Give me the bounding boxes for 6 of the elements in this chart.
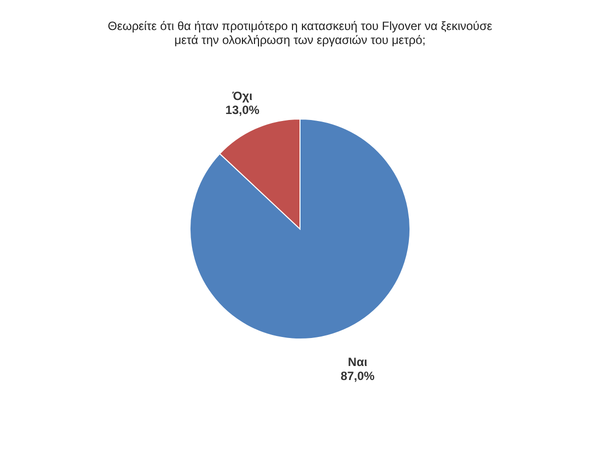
chart-title: Θεωρείτε ότι θα ήταν προτιμότερο η κατασκευή του Flyover να ξεκινούσε μετά την ολοκλήρωση των εργασιών του μετρό; (108, 19, 493, 47)
slice-label: Ναι (348, 355, 368, 370)
data-label: 87,0% (340, 369, 375, 384)
slice-label: Όχι (231, 88, 252, 103)
data-label: 13,0% (225, 102, 260, 117)
pie-slice (190, 118, 410, 340)
